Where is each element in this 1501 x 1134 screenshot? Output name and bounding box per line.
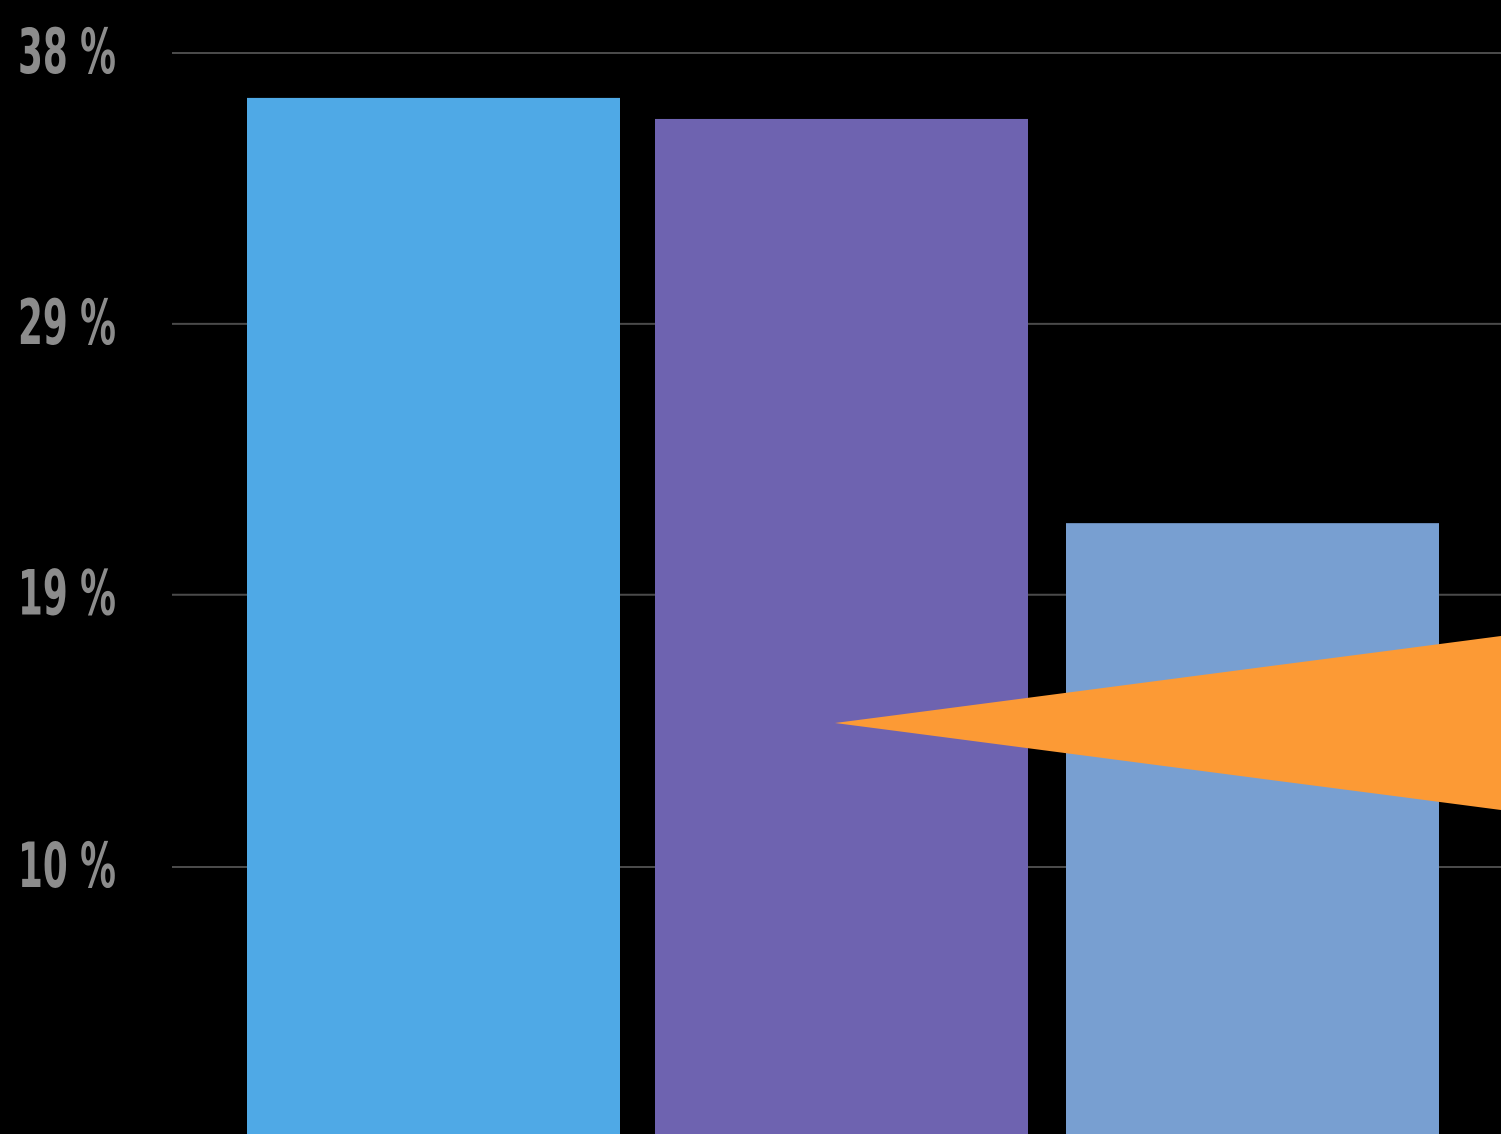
y-axis-tick-labels: 10 % 19 % 29 % 38 % bbox=[18, 15, 116, 902]
bars bbox=[247, 97, 1439, 1134]
bar-1 bbox=[247, 97, 620, 1134]
bar-3 bbox=[1066, 523, 1439, 1134]
y-tick-label-0: 10 % bbox=[18, 829, 116, 902]
y-tick-label-3: 38 % bbox=[18, 15, 116, 88]
bar-2 bbox=[655, 118, 1028, 1134]
y-tick-label-2: 29 % bbox=[18, 286, 116, 359]
orange-pointer-arrow bbox=[835, 636, 1501, 810]
y-tick-label-1: 19 % bbox=[18, 557, 116, 630]
